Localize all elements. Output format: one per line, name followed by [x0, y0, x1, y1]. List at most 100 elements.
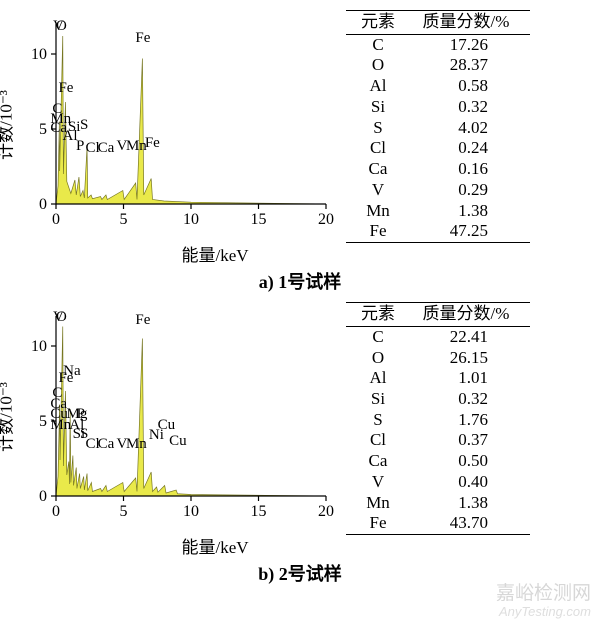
- cell-element: O: [350, 55, 406, 76]
- table-row: V0.29: [350, 180, 526, 201]
- peak-label-Fe: Fe: [135, 30, 150, 47]
- cell-element: Mn: [350, 493, 406, 514]
- peak-label-Cu: Cu: [169, 433, 187, 450]
- cell-element: Cl: [350, 138, 406, 159]
- y-tick-label: 10: [31, 46, 47, 63]
- cell-value: 17.26: [406, 35, 526, 56]
- x-axis-label: 能量/keV: [10, 241, 380, 266]
- x-tick-label: 10: [183, 211, 199, 228]
- y-tick-label: 5: [39, 121, 47, 138]
- watermark-line1: 嘉峪检测网: [496, 584, 591, 605]
- table-row: S1.76: [350, 410, 526, 431]
- cell-element: O: [350, 348, 406, 369]
- cell-value: 43.70: [406, 513, 526, 534]
- table-row: C17.26: [350, 35, 526, 56]
- peak-label-Mn: Mn: [126, 436, 147, 453]
- cell-value: 26.15: [406, 348, 526, 369]
- cell-element: V: [350, 472, 406, 493]
- peak-label-Ca: Ca: [98, 140, 115, 157]
- composition-table: 元素质量分数/%C22.41O26.15Al1.01Si0.32S1.76Cl0…: [340, 302, 590, 535]
- x-tick-label: 15: [251, 211, 267, 228]
- panel-0: 计数/10⁻³051015200510OVFeCMnCaSiAlPSClCaVM…: [10, 10, 590, 294]
- col-massfrac: 质量分数/%: [406, 304, 526, 325]
- peak-label-Cu: Cu: [158, 417, 176, 434]
- peak-label-Mn: Mn: [126, 138, 147, 155]
- table-row: C22.41: [350, 327, 526, 348]
- cell-element: Ca: [350, 159, 406, 180]
- y-axis-label: 计数/10⁻³: [0, 90, 17, 160]
- col-massfrac: 质量分数/%: [406, 12, 526, 33]
- cell-element: Si: [350, 97, 406, 118]
- panel-caption: a) 1号试样: [10, 268, 590, 294]
- cell-element: Ca: [350, 451, 406, 472]
- col-element: 元素: [350, 304, 406, 325]
- cell-value: 4.02: [406, 118, 526, 139]
- cell-element: Al: [350, 368, 406, 389]
- table-row: Mn1.38: [350, 201, 526, 222]
- peak-label-S: S: [80, 117, 88, 134]
- cell-value: 1.76: [406, 410, 526, 431]
- table-row: Mn1.38: [350, 493, 526, 514]
- table-row: Cl0.37: [350, 430, 526, 451]
- y-tick-label: 0: [39, 196, 47, 213]
- cell-value: 0.16: [406, 159, 526, 180]
- cell-value: 0.50: [406, 451, 526, 472]
- cell-element: V: [350, 180, 406, 201]
- cell-value: 0.58: [406, 76, 526, 97]
- cell-value: 0.32: [406, 97, 526, 118]
- table-row: Ca0.50: [350, 451, 526, 472]
- cell-element: Mn: [350, 201, 406, 222]
- panel-1: 计数/10⁻³051015200510OVNaFeCCaCuMnMgPAlSSi…: [10, 302, 590, 586]
- table-row: Al1.01: [350, 368, 526, 389]
- peak-label-Ca: Ca: [98, 436, 115, 453]
- cell-value: 47.25: [406, 221, 526, 242]
- table-row: O28.37: [350, 55, 526, 76]
- cell-value: 1.38: [406, 201, 526, 222]
- cell-value: 0.32: [406, 389, 526, 410]
- cell-element: C: [350, 35, 406, 56]
- col-element: 元素: [350, 12, 406, 33]
- y-axis-label: 计数/10⁻³: [0, 382, 17, 452]
- spectrum-area: [56, 327, 326, 497]
- peak-label-Si: Si: [73, 426, 86, 443]
- peak-label-Fe: Fe: [145, 135, 160, 152]
- cell-element: Fe: [350, 513, 406, 534]
- cell-value: 22.41: [406, 327, 526, 348]
- cell-element: C: [350, 327, 406, 348]
- x-tick-label: 5: [120, 211, 128, 228]
- cell-value: 1.01: [406, 368, 526, 389]
- table-row: Ca0.16: [350, 159, 526, 180]
- x-tick-label: 0: [52, 211, 60, 228]
- table-row: S4.02: [350, 118, 526, 139]
- table-row: Si0.32: [350, 97, 526, 118]
- chart: 计数/10⁻³051015200510OVNaFeCCaCuMnMgPAlSSi…: [10, 302, 340, 532]
- cell-value: 0.37: [406, 430, 526, 451]
- chart: 计数/10⁻³051015200510OVFeCMnCaSiAlPSClCaVM…: [10, 10, 340, 240]
- watermark-line2: AnyTesting.com: [496, 605, 591, 619]
- table-row: Fe43.70: [350, 513, 526, 534]
- cell-element: Fe: [350, 221, 406, 242]
- peak-label-Fe: Fe: [58, 80, 73, 97]
- table-row: V0.40: [350, 472, 526, 493]
- table-row: Al0.58: [350, 76, 526, 97]
- peak-label-P: P: [76, 138, 84, 155]
- cell-value: 0.40: [406, 472, 526, 493]
- cell-element: Al: [350, 76, 406, 97]
- y-tick-label: 0: [39, 488, 47, 505]
- watermark: 嘉峪检测网AnyTesting.com: [496, 584, 591, 619]
- cell-element: S: [350, 410, 406, 431]
- y-tick-label: 10: [31, 338, 47, 355]
- cell-value: 28.37: [406, 55, 526, 76]
- cell-value: 0.24: [406, 138, 526, 159]
- axes: [56, 316, 326, 496]
- x-tick-label: 20: [318, 211, 334, 228]
- table-row: Si0.32: [350, 389, 526, 410]
- axes: [56, 24, 326, 204]
- peak-label-V: V: [53, 18, 64, 35]
- peak-label-V: V: [53, 309, 64, 326]
- y-tick-label: 5: [39, 413, 47, 430]
- x-tick-label: 20: [318, 503, 334, 520]
- spectrum-area: [56, 36, 326, 204]
- table-row: Cl0.24: [350, 138, 526, 159]
- x-tick-label: 0: [52, 503, 60, 520]
